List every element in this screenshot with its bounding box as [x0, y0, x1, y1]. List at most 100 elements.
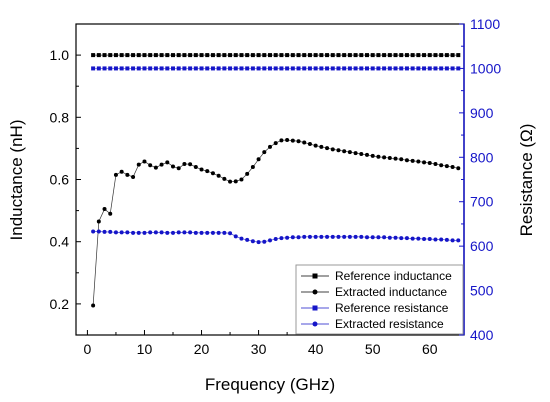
- data-point: [399, 66, 404, 71]
- data-point: [433, 161, 438, 166]
- data-point: [307, 66, 312, 71]
- right-y-tick-label: 400: [470, 327, 494, 343]
- data-point: [159, 230, 164, 235]
- data-point: [279, 236, 284, 241]
- data-point: [302, 140, 307, 145]
- data-point: [182, 161, 187, 166]
- data-point: [296, 66, 301, 71]
- data-point: [222, 66, 227, 71]
- data-point: [290, 235, 295, 240]
- data-point: [313, 234, 318, 239]
- data-point: [268, 238, 272, 243]
- data-point: [188, 53, 193, 58]
- data-point: [91, 53, 96, 58]
- data-point: [456, 166, 461, 171]
- data-point: [450, 66, 455, 71]
- data-point: [313, 143, 318, 148]
- data-point: [228, 66, 233, 71]
- data-point: [427, 53, 432, 58]
- left-y-tick-label: 1.0: [50, 47, 70, 63]
- legend-label: Reference resistance: [335, 301, 449, 315]
- data-point: [336, 148, 341, 153]
- data-point: [359, 234, 364, 239]
- data-point: [330, 66, 335, 71]
- data-point: [393, 156, 398, 161]
- data-point: [188, 66, 193, 71]
- data-point: [342, 149, 347, 154]
- data-point: [456, 238, 461, 243]
- data-point: [273, 66, 278, 71]
- data-point: [404, 158, 409, 163]
- right-y-tick-label: 900: [470, 105, 494, 121]
- data-point: [382, 235, 387, 240]
- data-point: [307, 142, 312, 147]
- left-y-tick-label: 0.4: [50, 234, 70, 250]
- data-point: [245, 237, 250, 242]
- x-tick-label: 10: [137, 341, 153, 357]
- data-point: [342, 66, 347, 71]
- data-point: [216, 66, 221, 71]
- data-point: [131, 175, 136, 180]
- data-point: [313, 66, 318, 71]
- left-y-tick-label: 0.6: [50, 172, 70, 188]
- data-point: [416, 66, 421, 71]
- data-point: [370, 153, 375, 158]
- data-point: [96, 53, 101, 58]
- data-point: [433, 66, 438, 71]
- data-point: [210, 66, 215, 71]
- data-point: [262, 239, 267, 244]
- data-point: [262, 150, 267, 155]
- data-point: [307, 53, 312, 58]
- right-y-tick-label: 1100: [470, 16, 500, 32]
- x-tick-label: 30: [251, 341, 267, 357]
- x-axis-title: Frequency (GHz): [205, 375, 335, 394]
- data-point: [273, 237, 278, 242]
- data-point: [296, 139, 301, 144]
- data-point: [245, 171, 250, 176]
- data-point: [450, 53, 455, 58]
- data-point: [302, 53, 307, 58]
- data-point: [188, 162, 193, 167]
- data-point: [382, 53, 387, 58]
- data-point: [319, 66, 324, 71]
- data-point: [422, 160, 427, 165]
- data-point: [422, 66, 427, 71]
- right-y-tick-label: 700: [470, 194, 494, 210]
- data-point: [222, 230, 227, 235]
- data-point: [233, 53, 238, 58]
- data-point: [325, 146, 330, 151]
- data-point: [193, 66, 198, 71]
- data-point: [439, 66, 444, 71]
- legend-item: Reference inductance: [301, 269, 452, 283]
- data-point: [125, 53, 130, 58]
- data-point: [319, 234, 324, 239]
- data-point: [365, 66, 369, 71]
- data-point: [444, 53, 449, 58]
- data-point: [256, 240, 261, 245]
- data-point: [205, 66, 210, 71]
- data-point: [199, 230, 204, 235]
- data-point: [279, 53, 284, 58]
- data-point: [365, 152, 369, 157]
- data-point: [290, 66, 295, 71]
- data-point: [456, 53, 461, 58]
- data-point: [404, 53, 409, 58]
- data-point: [444, 66, 449, 71]
- data-point: [365, 53, 369, 58]
- data-point: [347, 150, 352, 155]
- legend-marker: [312, 321, 318, 327]
- data-point: [268, 144, 272, 149]
- data-point: [222, 53, 227, 58]
- data-point: [370, 66, 375, 71]
- data-point: [285, 235, 290, 240]
- data-point: [376, 66, 381, 71]
- data-point: [102, 207, 107, 212]
- data-point: [342, 234, 347, 239]
- data-point: [285, 138, 290, 143]
- data-point: [176, 66, 181, 71]
- data-point: [399, 157, 404, 162]
- data-point: [416, 53, 421, 58]
- data-point: [153, 165, 158, 170]
- data-point: [290, 138, 295, 143]
